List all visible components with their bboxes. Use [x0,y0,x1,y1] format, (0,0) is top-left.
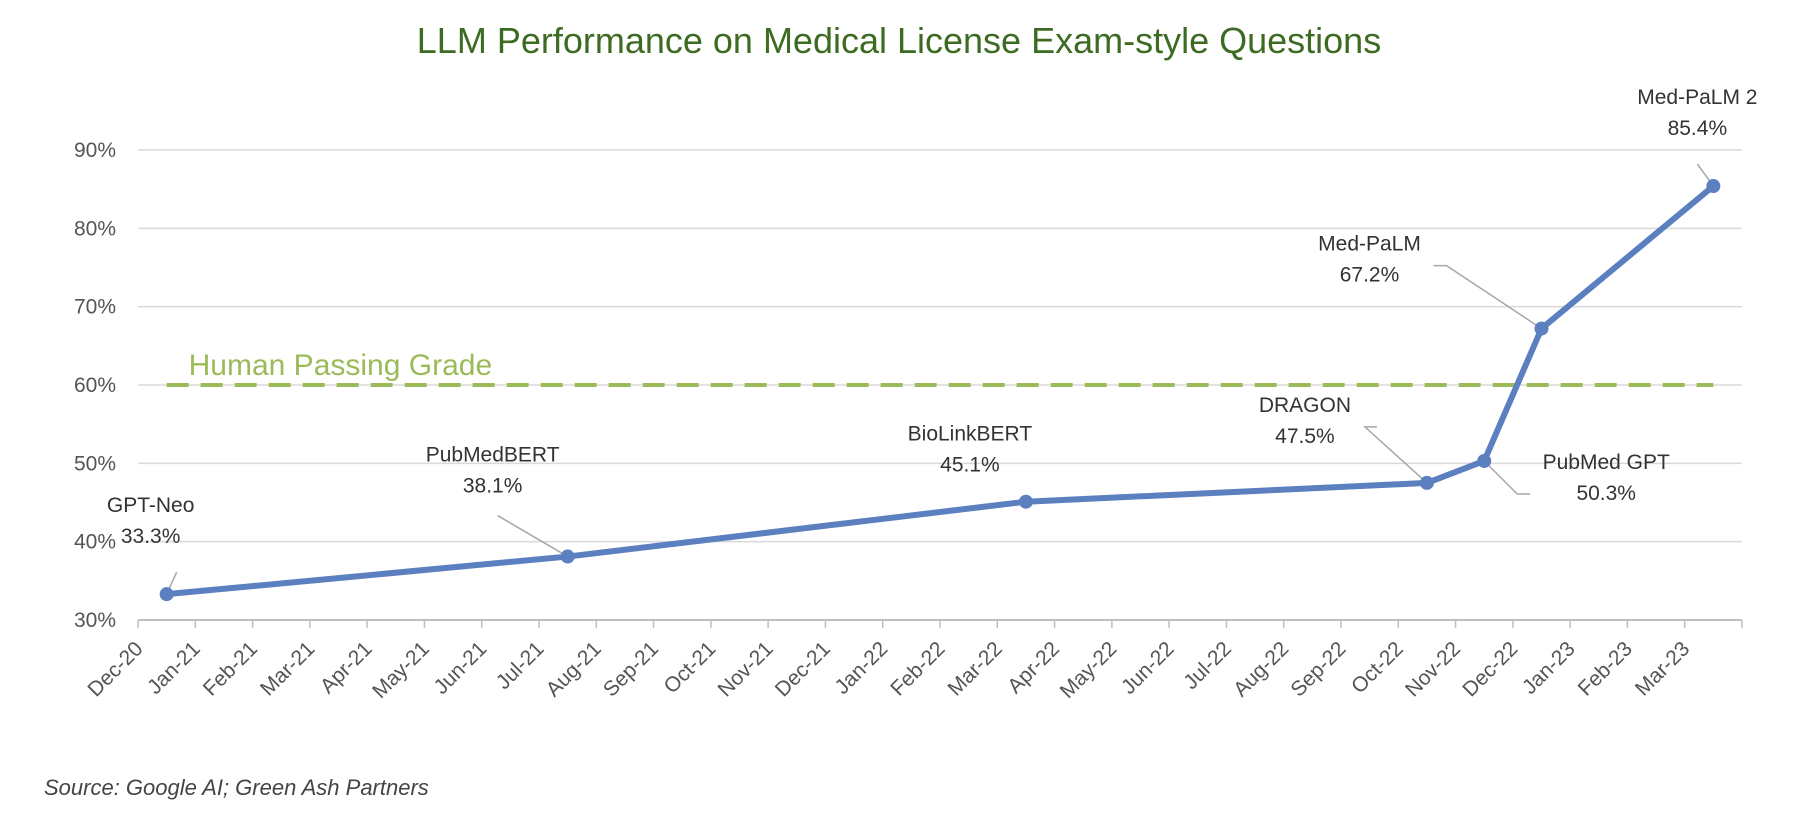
data-point [560,549,575,564]
x-tick-label: Jan-23 [1518,637,1580,699]
leader-line [1483,460,1531,495]
y-tick-label: 80% [74,217,116,240]
data-point [159,587,174,602]
annotation-model: DRAGON [1259,394,1351,417]
y-tick-label: 30% [74,609,116,632]
annotation-value: 38.1% [463,475,523,498]
annotation-model: GPT-Neo [107,494,195,517]
x-tick-label: Feb-23 [1574,637,1637,700]
x-tick-label: Sep-22 [1286,637,1350,701]
x-tick-label: Jan-22 [831,637,893,699]
y-tick-label: 40% [74,531,116,554]
annotations: GPT-Neo 33.3% PubMedBERT 38.1% BioLinkBERT 45… [107,86,1758,548]
x-axis: Dec-20Jan-21Feb-21Mar-21Apr-21May-21Jun-… [83,619,1743,703]
data-point [1706,179,1721,194]
x-tick-label: Sep-21 [599,637,663,701]
annotation-model: Med-PaLM [1318,233,1421,256]
x-tick-label: May-21 [368,637,434,703]
reference-line-group: Human Passing Grade [166,349,1714,387]
x-tick-label: Jul-21 [492,637,549,694]
x-tick-label: Mar-21 [256,637,319,700]
x-tick-label: Dec-20 [83,637,147,701]
x-tick-label: Apr-22 [1003,637,1064,698]
y-tick-label: 60% [74,374,116,397]
annotation-value: 45.1% [940,454,1000,477]
annotation-leaders [165,163,1714,595]
x-tick-label: Aug-22 [1229,637,1293,701]
x-tick-label: Apr-21 [316,637,377,698]
annotation-value: 33.3% [121,525,181,548]
data-point [1534,321,1549,336]
x-tick-label: Jul-22 [1179,637,1236,694]
y-tick-label: 90% [74,139,116,162]
annotation-value: 47.5% [1275,425,1335,448]
source-note: Source: Google AI; Green Ash Partners [44,775,429,800]
x-tick-label: Dec-22 [1458,637,1522,701]
leader-line [1362,426,1428,484]
x-tick-label: Feb-22 [886,637,949,700]
y-tick-label: 70% [74,296,116,319]
gridlines [138,149,1742,543]
annotation-model: BioLinkBERT [908,423,1033,446]
data-point [1018,494,1033,509]
x-tick-label: Feb-21 [199,637,262,700]
x-tick-label: Oct-21 [660,637,721,698]
x-tick-label: Mar-22 [944,637,1007,700]
y-tick-label: 50% [74,452,116,475]
annotation-model: PubMedBERT [426,444,560,467]
annotation-model: Med-PaLM 2 [1637,86,1757,109]
x-tick-label: Dec-21 [771,637,835,701]
leader-line [1433,264,1542,330]
reference-line-label: Human Passing Grade [189,349,493,382]
series-group [159,179,1721,602]
x-tick-label: Jun-21 [430,637,492,699]
data-point [1477,453,1492,468]
annotation-value: 67.2% [1340,264,1400,287]
x-tick-label: Nov-22 [1401,637,1465,701]
x-tick-label: Jun-22 [1117,637,1179,699]
x-tick-label: Mar-23 [1631,637,1694,700]
x-tick-label: May-22 [1056,637,1122,703]
annotation-value: 85.4% [1668,117,1728,140]
leader-line [497,514,569,558]
annotation-value: 50.3% [1576,482,1636,505]
annotation-model: PubMed GPT [1543,451,1670,474]
data-point [1419,475,1434,490]
chart-title: LLM Performance on Medical License Exam-… [416,20,1382,61]
x-tick-label: Aug-21 [542,637,606,701]
x-tick-label: Nov-21 [714,637,778,701]
y-axis: 30% 40% 50% 60% 70% 80% 90% [74,139,116,632]
series-line [163,183,1717,598]
x-tick-label: Jan-21 [143,637,205,699]
x-tick-label: Oct-22 [1347,637,1408,698]
